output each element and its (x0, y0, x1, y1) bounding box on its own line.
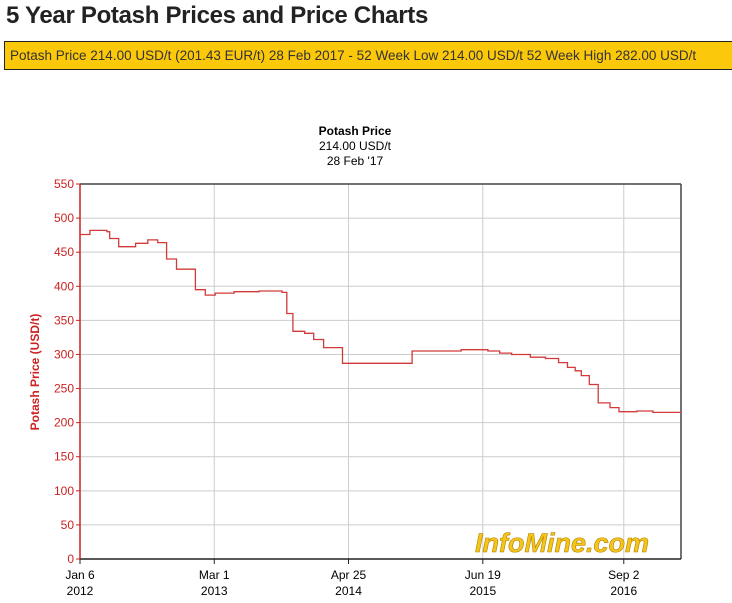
y-tick-label: 350 (54, 313, 74, 327)
y-tick-label: 300 (54, 347, 74, 361)
y-tick-label: 450 (54, 245, 74, 259)
y-tick-label: 500 (54, 211, 74, 225)
price-line (80, 229, 682, 414)
x-tick-label: Jan 6 (65, 568, 95, 582)
y-tick-label: 150 (54, 450, 74, 464)
chart-subtitle-price: 214.00 USD/t (319, 139, 392, 153)
x-tick-label: Sep 2 (608, 568, 640, 582)
watermark: InfoMine.com (475, 528, 649, 558)
x-tick-label: Mar 1 (199, 568, 230, 582)
y-tick-label: 100 (54, 484, 74, 498)
y-tick-label: 550 (54, 177, 74, 191)
y-tick-label: 400 (54, 279, 74, 293)
x-tick-year: 2014 (335, 584, 362, 598)
y-axis-label: Potash Price (USD/t) (28, 314, 42, 431)
x-tick-label: Apr 25 (331, 568, 367, 582)
y-tick-label: 250 (54, 382, 74, 396)
page-title: 5 Year Potash Prices and Price Charts (6, 2, 429, 29)
price-banner: Potash Price 214.00 USD/t (201.43 EUR/t)… (4, 41, 732, 70)
chart-subtitle-date: 28 Feb '17 (327, 154, 384, 168)
x-tick-year: 2012 (67, 584, 94, 598)
x-tick-year: 2015 (469, 584, 496, 598)
x-tick-label: Jun 19 (465, 568, 501, 582)
x-tick-year: 2013 (201, 584, 228, 598)
y-tick-label: 200 (54, 416, 74, 430)
y-tick-label: 50 (61, 518, 75, 532)
y-tick-label: 0 (67, 552, 74, 566)
x-tick-year: 2016 (610, 584, 637, 598)
plot-area (80, 184, 681, 559)
chart-title: Potash Price (319, 124, 392, 138)
